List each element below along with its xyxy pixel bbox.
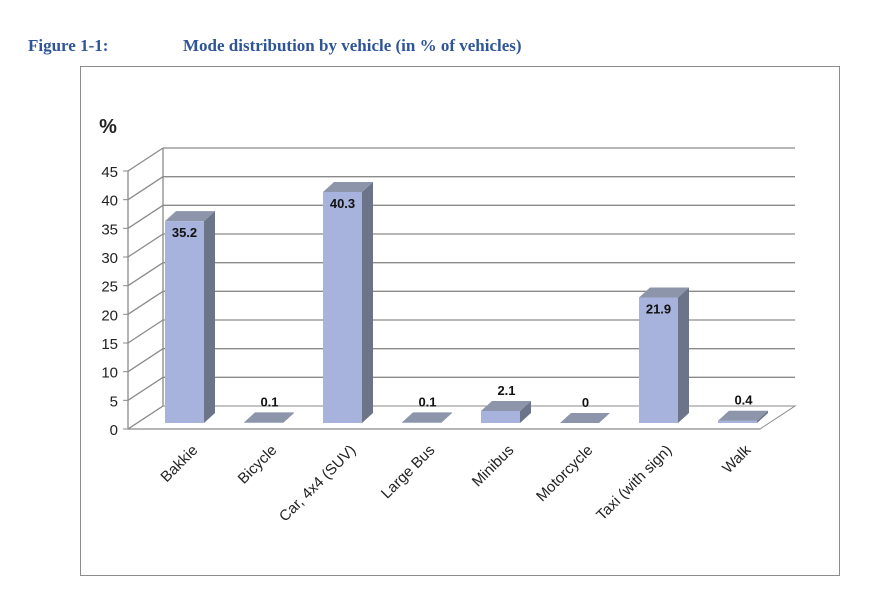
gridline-side <box>127 147 164 172</box>
figure-caption: Figure 1-1: Mode distribution by vehicle … <box>28 36 522 56</box>
bar-side <box>362 181 373 423</box>
gridline-side <box>127 376 164 401</box>
y-tick-label: 35 <box>101 221 118 238</box>
gridline-side <box>127 204 164 229</box>
y-tick-label: 5 <box>110 393 118 410</box>
bar-top <box>560 413 610 423</box>
x-tick-label: Bakkie <box>157 442 201 486</box>
bar-top <box>244 412 294 423</box>
bar-top <box>402 412 452 423</box>
data-label: 0.1 <box>418 394 436 409</box>
bar-side <box>441 412 452 423</box>
gridline-side <box>127 319 164 344</box>
bar-top <box>639 287 689 298</box>
bar <box>481 410 520 423</box>
y-tick-label: 45 <box>101 164 118 181</box>
y-tick-label: 20 <box>101 307 118 324</box>
y-tick-label: 15 <box>101 336 118 353</box>
bar-side <box>204 211 215 423</box>
x-tick-label: Taxi (with sign) <box>593 442 675 524</box>
gridline-side <box>127 290 164 315</box>
x-tick-label: Bicycle <box>235 442 281 488</box>
y-tick-label: 0 <box>110 422 118 439</box>
x-tick-label: Large Bus <box>378 442 438 502</box>
y-tick-label: 30 <box>101 250 118 267</box>
bar-top <box>165 211 215 222</box>
gridline-side <box>127 233 164 258</box>
bar <box>244 422 283 423</box>
data-label: 21.9 <box>646 301 671 316</box>
data-label: 35.2 <box>172 225 197 240</box>
bar <box>323 191 362 423</box>
figure-number: Figure 1-1: <box>28 36 109 55</box>
x-tick-label: Minibus <box>469 442 518 491</box>
gridline-side <box>127 176 164 201</box>
y-tick-label: 25 <box>101 279 118 296</box>
data-label: 2.1 <box>497 383 515 398</box>
bar-side <box>678 287 689 423</box>
x-tick-label: Motorcycle <box>533 442 596 505</box>
data-label: 0.1 <box>260 394 278 409</box>
chart-floor <box>126 405 797 430</box>
x-tick-label: Walk <box>719 441 755 477</box>
bar <box>718 420 757 423</box>
bar-side <box>283 412 294 423</box>
y-tick-label: 10 <box>101 365 118 382</box>
bar-top <box>481 400 531 411</box>
bar-top <box>718 410 768 421</box>
x-tick-label: Car, 4x4 (SUV) <box>276 442 359 525</box>
data-label: 0 <box>582 395 589 410</box>
gridline-side <box>127 262 164 287</box>
y-axis-label: % <box>99 116 117 138</box>
bar <box>639 297 678 423</box>
gridline-side <box>127 348 164 373</box>
data-label: 40.3 <box>330 196 355 211</box>
y-tick-label: 40 <box>101 193 118 210</box>
figure-title: Mode distribution by vehicle (in % of ve… <box>183 36 522 55</box>
bar-side <box>757 410 768 423</box>
bar <box>165 221 204 423</box>
bar-side <box>520 400 531 423</box>
gridline-side <box>127 405 164 430</box>
bar <box>402 422 441 423</box>
data-label: 0.4 <box>734 393 753 408</box>
bar-top <box>323 181 373 192</box>
